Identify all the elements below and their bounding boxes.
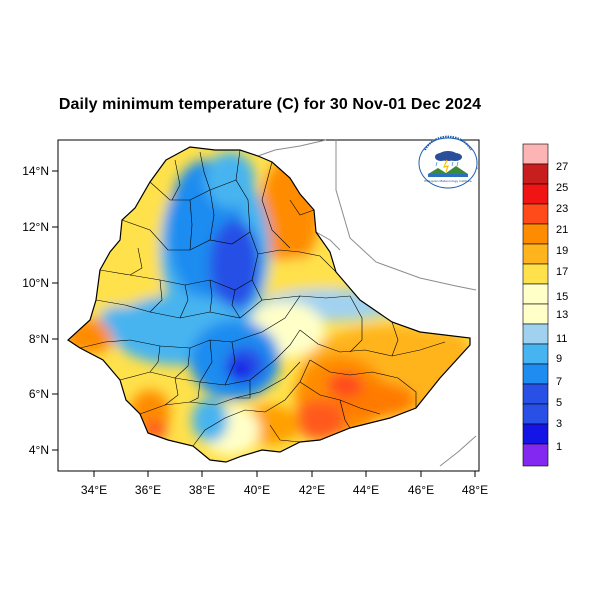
y-tick-label: 10°N: [22, 276, 49, 290]
colorbar-label: 25: [556, 182, 568, 194]
colorbar-label: 27: [556, 161, 568, 173]
colorbar-swatch: [522, 203, 549, 225]
x-tick-label: 44°E: [353, 483, 379, 497]
colorbar-label: 1: [556, 441, 562, 453]
colorbar-label: 23: [556, 203, 568, 215]
y-axis: 14°N 12°N 10°N 8°N 6°N 4°N: [22, 164, 58, 457]
colorbar-swatch: [522, 383, 549, 405]
x-axis: 34°E 36°E 38°E 40°E 42°E 44°E 46°E 48°E: [81, 471, 488, 497]
y-tick-label: 6°N: [29, 387, 49, 401]
map-title: Daily minimum temperature (C) for 30 Nov…: [58, 96, 482, 113]
x-tick-label: 46°E: [408, 483, 434, 497]
x-tick-label: 34°E: [81, 483, 107, 497]
y-tick-label: 14°N: [22, 164, 49, 178]
colorbar-label: 17: [556, 266, 568, 278]
y-tick-label: 4°N: [29, 443, 49, 457]
institute-logo: Ethiopian Meteorology Institute: [418, 135, 478, 189]
colorbar-label: 11: [556, 333, 567, 345]
x-tick-label: 48°E: [462, 483, 488, 497]
colorbar-swatch: [522, 163, 549, 185]
colorbar-label: 13: [556, 309, 568, 321]
colorbar-swatch: [522, 343, 549, 365]
y-tick-label: 12°N: [22, 220, 49, 234]
x-tick-label: 40°E: [244, 483, 270, 497]
x-tick-label: 36°E: [135, 483, 161, 497]
admin-boundaries: [79, 149, 446, 447]
colorbar-label: 7: [556, 376, 562, 388]
colorbar-swatch: [522, 143, 549, 165]
colorbar-swatch: [522, 183, 549, 205]
colorbar: 27 25 23 21 19 17 15 13 11 9 7 5 3 1: [522, 143, 568, 467]
colorbar-swatch: [522, 403, 549, 425]
colorbar-swatch: [522, 243, 549, 265]
colorbar-label: 5: [556, 397, 562, 409]
colorbar-swatch: [522, 423, 549, 445]
colorbar-swatch: [522, 303, 549, 325]
colorbar-swatch: [522, 323, 549, 345]
colorbar-label: 15: [556, 291, 568, 303]
colorbar-label: 19: [556, 245, 568, 257]
x-tick-label: 38°E: [189, 483, 215, 497]
x-tick-label: 42°E: [299, 483, 325, 497]
colorbar-label: 9: [556, 353, 562, 365]
colorbar-swatch: [522, 223, 549, 245]
logo-caption: Ethiopian Meteorology Institute: [424, 179, 471, 183]
colorbar-swatch: [522, 283, 549, 305]
y-tick-label: 8°N: [29, 332, 49, 346]
colorbar-swatch: [522, 263, 549, 285]
colorbar-label: 21: [556, 224, 568, 236]
colorbar-swatch: [522, 443, 549, 467]
colorbar-swatch: [522, 363, 549, 385]
colorbar-label: 3: [556, 418, 562, 430]
